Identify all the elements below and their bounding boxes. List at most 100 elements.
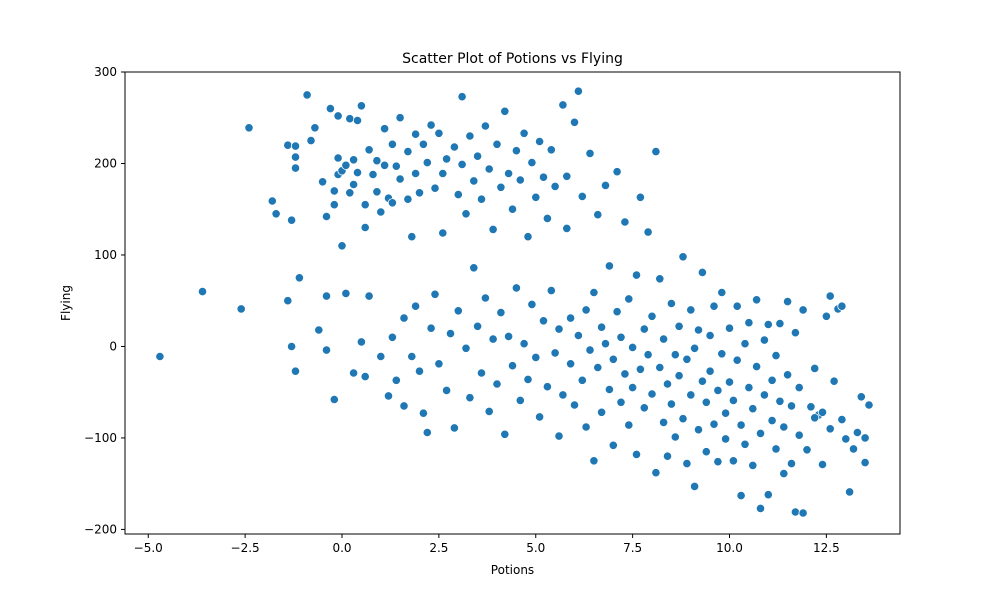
- scatter-point: [507, 204, 518, 214]
- scatter-point: [751, 361, 762, 372]
- scatter-point: [565, 313, 576, 323]
- x-axis: −5.0 −2.5 0.0 2.5 5.0 7.5 10.0 12.5: [134, 534, 840, 555]
- scatter-point: [701, 447, 711, 457]
- scatter-point: [453, 190, 463, 200]
- scatter-point: [469, 176, 479, 186]
- scatter-point: [372, 187, 382, 197]
- scatter-point: [786, 401, 797, 411]
- scatter-point: [848, 444, 859, 454]
- scatter-point: [345, 188, 355, 198]
- scatter-point: [666, 399, 677, 409]
- scatter-point: [484, 406, 494, 416]
- x-tick-label: 0.0: [332, 541, 351, 555]
- scatter-point: [155, 351, 165, 362]
- scatter-point: [790, 328, 801, 338]
- scatter-point: [678, 414, 688, 424]
- scatter-point: [624, 294, 634, 304]
- scatter-point: [438, 168, 448, 179]
- scatter-point: [585, 345, 595, 355]
- y-axis: −200 −100 0 100 200 300: [84, 65, 125, 536]
- scatter-point: [410, 301, 421, 311]
- scatter-point: [682, 354, 692, 364]
- scatter-point: [267, 196, 277, 206]
- scatter-point: [538, 316, 549, 326]
- scatter-point: [775, 396, 785, 406]
- scatter-point: [701, 397, 711, 407]
- scatter-point: [348, 179, 359, 190]
- scatter-point: [546, 145, 556, 155]
- scatter-point: [627, 342, 638, 352]
- scatter-point: [682, 458, 692, 469]
- scatter-point: [620, 369, 630, 379]
- scatter-point: [376, 351, 386, 362]
- scatter-point: [860, 457, 870, 468]
- scatter-point: [821, 311, 832, 321]
- scatter-point: [829, 376, 839, 386]
- scatter-point: [643, 350, 653, 360]
- scatter-point: [449, 423, 459, 433]
- scatter-point: [724, 323, 735, 333]
- scatter-point: [569, 400, 580, 410]
- scatter-point: [480, 121, 490, 131]
- scatter-point: [403, 194, 413, 204]
- scatter-point: [507, 361, 518, 371]
- scatter-point: [732, 355, 742, 365]
- scatter-point: [472, 151, 483, 161]
- scatter-point: [759, 390, 770, 400]
- scatter-point: [538, 172, 549, 182]
- scatter-point: [321, 291, 332, 301]
- scatter-point: [604, 384, 615, 395]
- scatter-point: [635, 364, 646, 374]
- scatter-point: [310, 123, 320, 133]
- scatter-point: [542, 382, 553, 392]
- scatter-point: [678, 252, 688, 262]
- scatter-point: [569, 117, 580, 127]
- scatter-point: [748, 404, 758, 414]
- scatter-point: [290, 141, 301, 151]
- scatter-point: [333, 153, 343, 163]
- scatter-point: [608, 440, 618, 450]
- scatter-point: [658, 417, 669, 427]
- scatter-point: [286, 215, 297, 225]
- scatter-point: [399, 313, 409, 323]
- scatter-point: [736, 490, 746, 501]
- scatter-point: [767, 415, 777, 426]
- scatter-point: [767, 375, 777, 385]
- scatter-point: [794, 430, 804, 440]
- scatter-point: [321, 345, 332, 355]
- scatter-point: [786, 458, 797, 469]
- scatter-point: [856, 392, 866, 402]
- scatter-point: [670, 350, 680, 360]
- scatter-point: [697, 376, 708, 386]
- scatter-point: [399, 401, 409, 411]
- scatter-point: [290, 152, 301, 162]
- scatter-point: [798, 305, 808, 315]
- scatter-point: [837, 414, 847, 425]
- scatter-point: [596, 407, 607, 417]
- scatter-point: [476, 194, 487, 204]
- x-tick-label: 5.0: [526, 541, 545, 555]
- scatter-point: [527, 158, 537, 168]
- scatter-point: [496, 182, 506, 192]
- scatter-point: [531, 192, 541, 202]
- scatter-point: [534, 136, 545, 147]
- scatter-point: [666, 298, 677, 309]
- scatter-point: [693, 425, 704, 435]
- scatter-point: [422, 158, 432, 168]
- scatter-point: [736, 420, 746, 430]
- scatter-point: [302, 90, 312, 100]
- scatter-point: [379, 160, 390, 170]
- scatter-point: [779, 468, 789, 479]
- scatter-point: [740, 439, 750, 449]
- scatter-point: [523, 232, 533, 242]
- scatter-point: [430, 289, 440, 299]
- scatter-point: [414, 366, 425, 376]
- scatter-point: [825, 424, 835, 434]
- scatter-point: [647, 389, 657, 399]
- scatter-point: [763, 490, 773, 500]
- scatter-point: [782, 296, 793, 307]
- x-tick-label: −5.0: [134, 541, 163, 555]
- scatter-point: [407, 351, 417, 362]
- y-tick-label: 200: [94, 156, 117, 170]
